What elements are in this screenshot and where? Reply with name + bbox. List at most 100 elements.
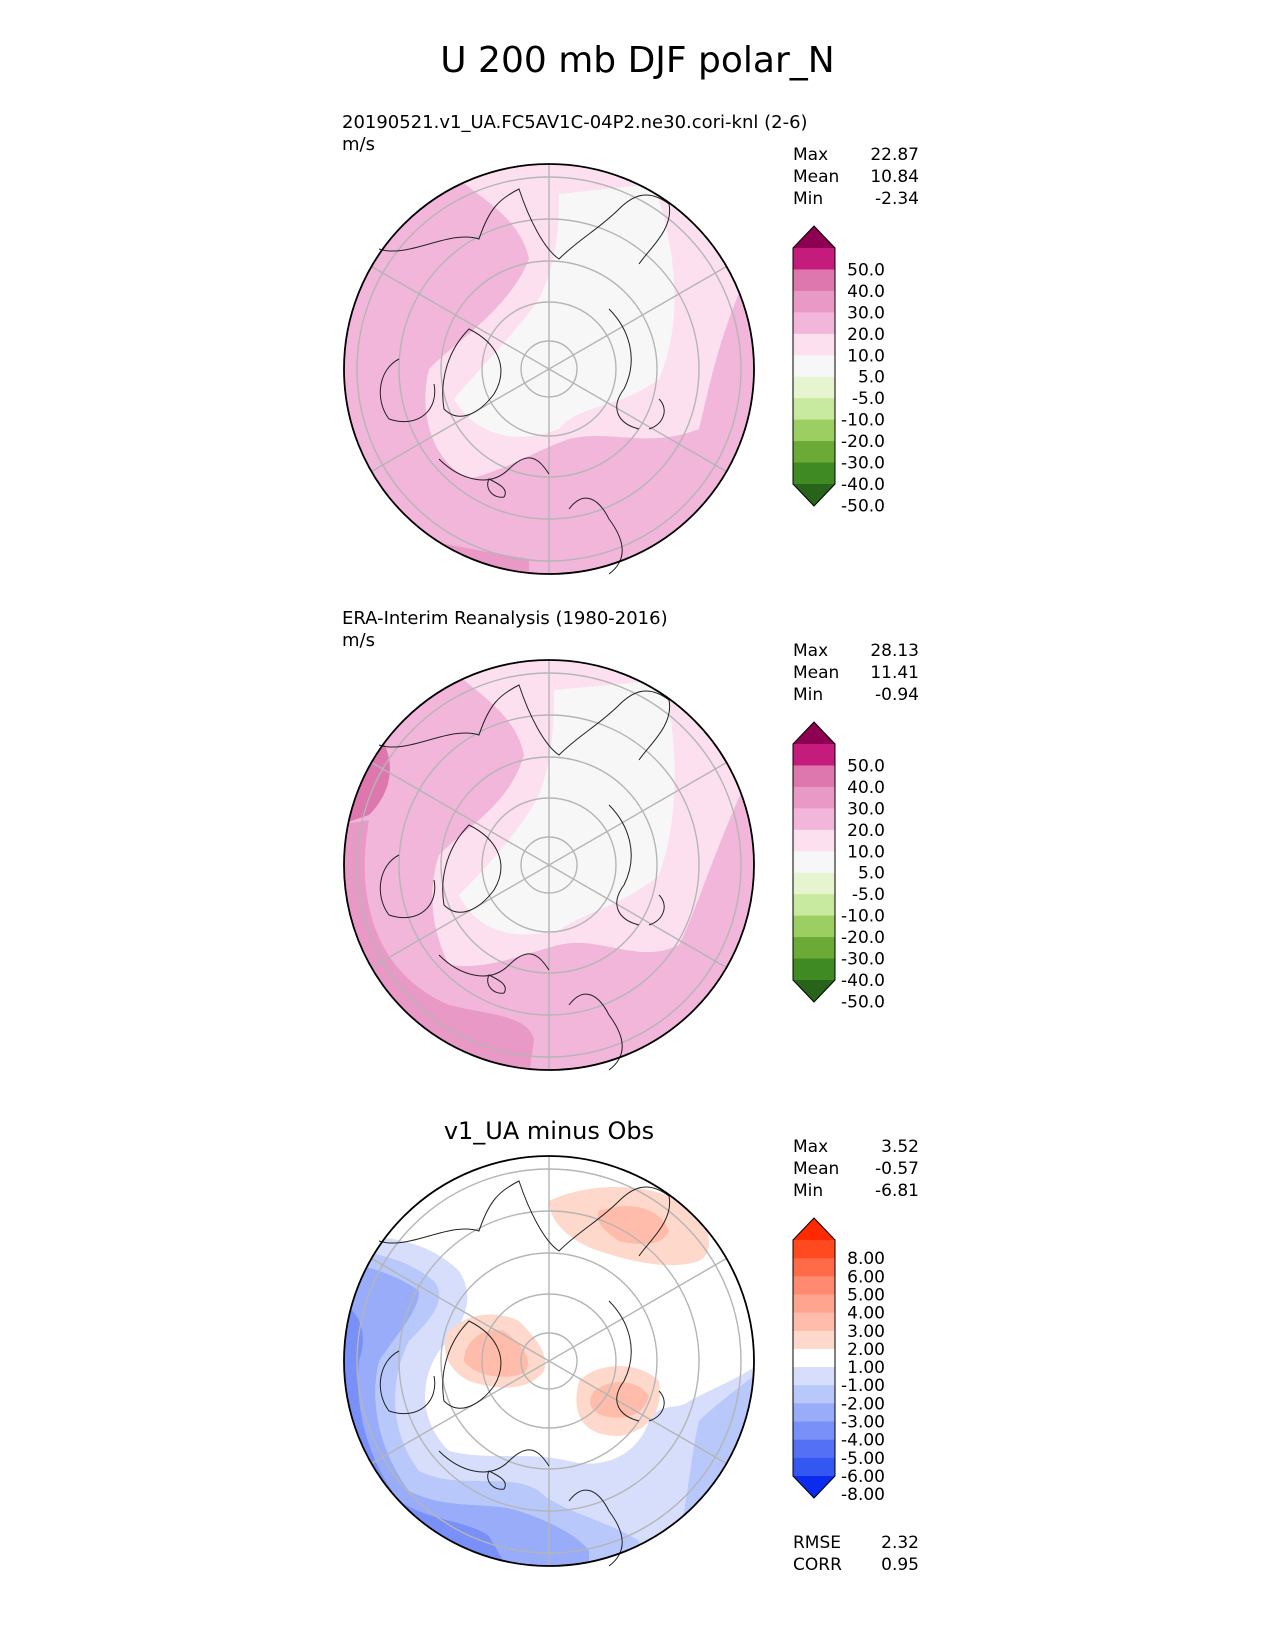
colorbar-tick-label: 3.00 xyxy=(847,1322,885,1342)
colorbar-segment xyxy=(793,744,835,766)
colorbar-tick-label: 1.00 xyxy=(847,1358,885,1378)
colorbar-extend-bottom xyxy=(793,980,835,1002)
colorbar-segment xyxy=(793,1457,835,1477)
colorbar-tick-label: 20.0 xyxy=(847,821,885,841)
panel-1-stats: Max 22.87 Mean 10.84 Min -2.34 xyxy=(793,144,919,210)
panel-2-colorbar: 50.040.030.020.010.05.0-5.0-10.0-20.0-30… xyxy=(792,721,885,1012)
panel-3-stats: Max 3.52 Mean -0.57 Min -6.81 xyxy=(793,1136,919,1202)
colorbar-tick-label: -8.00 xyxy=(841,1485,885,1505)
colorbar-tick-label: 20.0 xyxy=(847,325,885,345)
colorbar-segment xyxy=(793,915,835,938)
colorbar-tick-label: -5.0 xyxy=(852,885,885,905)
colorbar-tick-label: -4.00 xyxy=(841,1431,885,1451)
colorbar-segment xyxy=(793,1439,835,1459)
metric-value: 2.32 xyxy=(881,1533,919,1553)
colorbar-segment xyxy=(793,1312,835,1332)
stat-value: -2.34 xyxy=(875,189,919,209)
colorbar-tick-label: 5.0 xyxy=(858,864,885,884)
colorbar-segment xyxy=(793,958,835,981)
stat-value: 28.13 xyxy=(870,641,919,661)
colorbar-extend-top xyxy=(793,722,835,744)
colorbar-segment xyxy=(793,419,835,442)
panel-2-name: ERA-Interim Reanalysis (1980-2016) xyxy=(342,608,668,629)
colorbar-tick-label: 8.00 xyxy=(847,1249,885,1269)
colorbar-tick-label: -3.00 xyxy=(841,1413,885,1433)
colorbar-extend-top xyxy=(793,226,835,248)
colorbar-outline xyxy=(792,721,836,1003)
colorbar-tick-label: 10.0 xyxy=(847,346,885,366)
colorbar-segment xyxy=(793,1367,835,1386)
stat-label: Mean xyxy=(793,167,840,187)
colorbar-tick-label: 40.0 xyxy=(847,282,885,302)
colorbar-segment xyxy=(793,894,835,917)
metric-value: 0.95 xyxy=(881,1555,919,1575)
figure-title: U 200 mb DJF polar_N xyxy=(440,40,835,81)
colorbar-segment xyxy=(793,376,835,399)
stat-value: -6.81 xyxy=(875,1181,919,1201)
colorbar-tick-label: -40.0 xyxy=(841,475,885,495)
colorbar-tick-label: 6.00 xyxy=(847,1267,885,1287)
stat-label: Min xyxy=(793,189,824,209)
metric-label: RMSE xyxy=(793,1533,842,1553)
stat-label: Min xyxy=(793,685,824,705)
colorbar-segment xyxy=(793,355,835,378)
stat-value: 11.41 xyxy=(870,663,919,683)
panel-2-title: ERA-Interim Reanalysis (1980-2016) m/s xyxy=(342,608,668,652)
colorbar-extend-top xyxy=(793,1218,835,1240)
colorbar-tick-label: 30.0 xyxy=(847,303,885,323)
colorbar-tick-label: 30.0 xyxy=(847,799,885,819)
colorbar-tick-label: -5.0 xyxy=(852,389,885,409)
colorbar-segment xyxy=(793,441,835,464)
stat-label: Max xyxy=(793,641,829,661)
colorbar-tick-label: -1.00 xyxy=(841,1376,885,1396)
colorbar-segment xyxy=(793,462,835,485)
stat-label: Max xyxy=(793,145,829,165)
colorbar-segment xyxy=(793,312,835,335)
colorbar-segment xyxy=(793,248,835,270)
colorbar-segment xyxy=(793,808,835,831)
colorbar-tick-label: 40.0 xyxy=(847,778,885,798)
metric-label: CORR xyxy=(793,1555,842,1575)
colorbar-segment xyxy=(793,290,835,313)
stat-label: Max xyxy=(793,1137,829,1157)
colorbar-tick-label: -40.0 xyxy=(841,971,885,991)
panel-3-title: v1_UA minus Obs xyxy=(443,1117,655,1145)
colorbar-tick-label: -5.00 xyxy=(841,1449,885,1469)
colorbar-tick-label: -30.0 xyxy=(841,454,885,474)
stat-value: 22.87 xyxy=(870,145,919,165)
colorbar-tick-label: -6.00 xyxy=(841,1467,885,1487)
colorbar-segment xyxy=(793,829,835,852)
stat-value: 10.84 xyxy=(870,167,919,187)
colorbar-segment xyxy=(793,851,835,874)
panel-3-metrics: RMSE 2.32 CORR 0.95 xyxy=(793,1532,919,1576)
panel-3-map xyxy=(343,1155,755,1567)
panel-1-title: 20190521.v1_UA.FC5AV1C-04P2.ne30.cori-kn… xyxy=(342,112,808,156)
panel-1-name: 20190521.v1_UA.FC5AV1C-04P2.ne30.cori-kn… xyxy=(342,112,808,133)
colorbar-segment xyxy=(793,937,835,960)
panel-2-stats: Max 28.13 Mean 11.41 Min -0.94 xyxy=(793,640,919,706)
colorbar-segment xyxy=(793,1330,835,1350)
colorbar-tick-label: 50.0 xyxy=(847,756,885,776)
colorbar-segment xyxy=(793,872,835,895)
colorbar-segment xyxy=(793,1258,835,1277)
panel-2-units: m/s xyxy=(342,630,375,651)
colorbar-tick-label: 5.00 xyxy=(847,1285,885,1305)
colorbar-segment xyxy=(793,1294,835,1314)
colorbar-tick-label: 4.00 xyxy=(847,1304,885,1324)
colorbar-segment xyxy=(793,398,835,421)
colorbar-segment xyxy=(793,1348,835,1368)
stat-label: Mean xyxy=(793,663,840,683)
colorbar-outline xyxy=(792,1217,836,1499)
colorbar-segment xyxy=(793,765,835,788)
colorbar-segment xyxy=(793,1240,835,1259)
colorbar-segment xyxy=(793,1385,835,1404)
colorbar-segment xyxy=(793,1403,835,1423)
colorbar-tick-label: 50.0 xyxy=(847,260,885,280)
panel-2-map xyxy=(343,659,755,1071)
colorbar-tick-label: -50.0 xyxy=(841,992,885,1012)
panel-1-colorbar: 50.040.030.020.010.05.0-5.0-10.0-20.0-30… xyxy=(792,225,885,516)
colorbar-segment xyxy=(793,333,835,356)
colorbar-tick-label: -20.0 xyxy=(841,928,885,948)
colorbar-tick-label: -50.0 xyxy=(841,496,885,516)
colorbar-tick-label: -30.0 xyxy=(841,950,885,970)
